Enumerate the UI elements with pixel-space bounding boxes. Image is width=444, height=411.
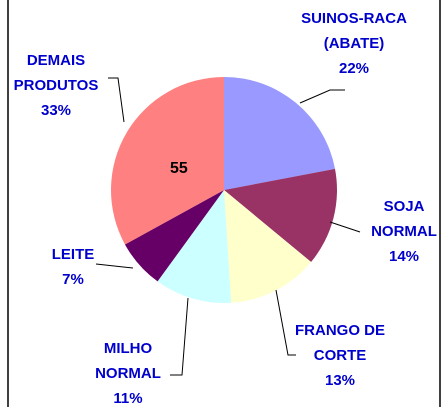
leader-line — [95, 263, 134, 269]
percent-label: 7% — [62, 271, 84, 288]
leader-line — [275, 289, 296, 356]
leader-line — [108, 77, 125, 123]
pie-slice — [224, 77, 335, 190]
slice-label: FRANGO DE CORTE 13% — [280, 318, 400, 393]
percent-label: 33% — [40, 102, 72, 119]
leader-line — [170, 297, 189, 376]
slice-label: MILHO NORMAL 11% — [88, 336, 168, 411]
slice-label: SUINOS-RACA (ABATE) 22% — [294, 6, 414, 81]
percent-label: 14% — [388, 248, 420, 265]
slice-label: DEMAIS PRODUTOS 33% — [6, 48, 106, 123]
pie-slice — [110, 76, 224, 245]
leader-line — [329, 221, 361, 233]
pie-slice — [157, 190, 232, 303]
percent-label: 13% — [324, 372, 356, 389]
percent-label: 11% — [113, 390, 143, 407]
pie-slice — [124, 190, 224, 282]
category-name: SOJA NORMAL — [371, 198, 437, 240]
leader-line — [299, 89, 345, 104]
annotation: 55 — [170, 160, 188, 177]
slice-label: LEITE 7% — [43, 242, 103, 292]
pie-slice — [224, 190, 312, 303]
category-name: LEITE — [51, 246, 95, 263]
pie-slice — [224, 168, 337, 263]
category-name: SUINOS-RACA (ABATE) — [301, 10, 407, 52]
category-name: FRANGO DE CORTE — [295, 322, 385, 364]
slice-label: SOJA NORMAL 14% — [368, 194, 440, 269]
category-name: MILHO NORMAL — [95, 340, 161, 382]
percent-label: 22% — [338, 60, 370, 77]
category-name: DEMAIS PRODUTOS — [13, 52, 99, 94]
